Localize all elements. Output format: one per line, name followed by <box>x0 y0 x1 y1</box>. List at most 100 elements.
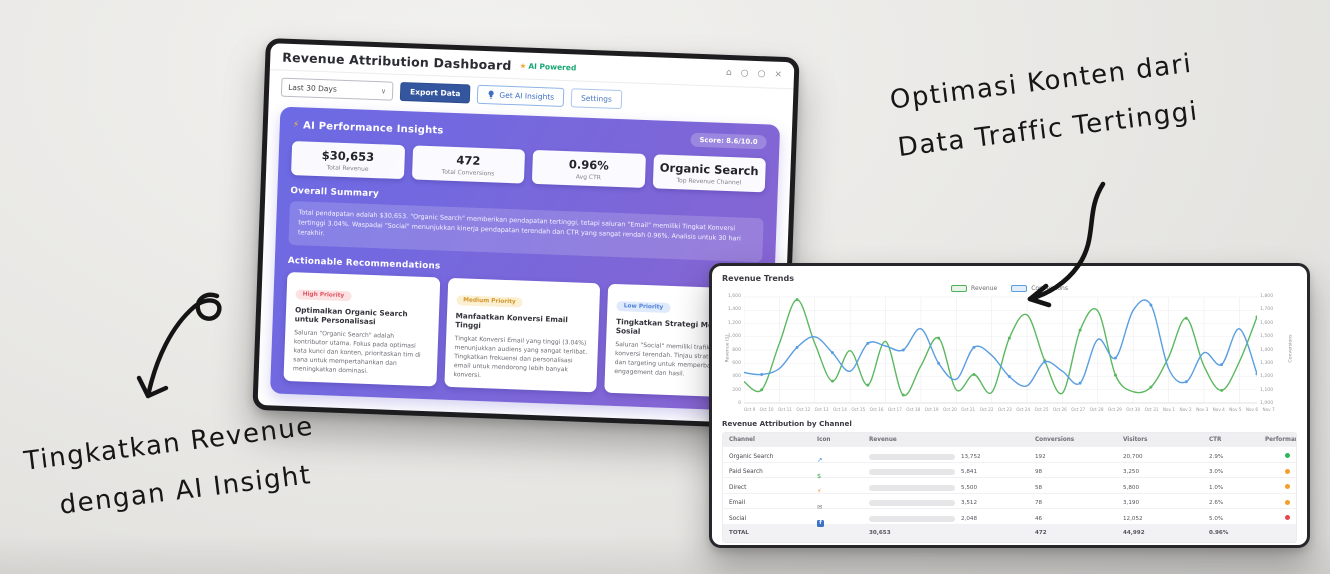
ctr-value: 3.0% <box>1209 469 1224 475</box>
conversions-value: 58 <box>1035 484 1043 491</box>
revenue-trends-chart[interactable] <box>744 294 1257 406</box>
table-row[interactable]: Organic Search ↗ 13,752 192 20,700 2.9% <box>723 447 1296 463</box>
metric-label: Top Revenue Channel <box>676 177 742 187</box>
performance-dot <box>1285 499 1290 505</box>
date-range-select[interactable]: Last 30 Days ∨ <box>280 77 394 101</box>
column-header[interactable]: CTR <box>1209 436 1222 443</box>
y-tick: 800 <box>732 347 741 353</box>
dashboard-frame: Revenue Attribution Dashboard ★ AI Powere… <box>252 38 800 430</box>
y-tick: 1,000 <box>1260 401 1274 406</box>
revenue-bar <box>869 515 955 522</box>
dashboard-title: Revenue Attribution Dashboard <box>282 49 512 74</box>
x-tick: Oct 18 <box>906 407 921 412</box>
priority-badge: Low Priority <box>616 300 671 313</box>
x-tick: Nov 3 <box>1196 407 1209 412</box>
table-row[interactable]: Email ✉ 3,512 78 3,190 2.6% <box>723 493 1296 511</box>
window-control-icon[interactable]: ○ <box>757 69 766 80</box>
ai-panel-title: AI Performance Insights <box>302 119 444 137</box>
x-tick: Oct 20 <box>942 407 957 412</box>
left-axis-ticks: 1,600 1,400 1,200 1,000 800 600 400 200 0 <box>722 294 744 406</box>
x-tick: Nov 1 <box>1162 407 1176 412</box>
ctr-value: 2.9% <box>1209 453 1224 460</box>
x-tick: Oct 16 <box>869 407 884 412</box>
metric-value: 0.96% <box>568 157 610 173</box>
x-tick: Oct 10 <box>759 407 774 412</box>
revenue-value: 2,048 <box>961 515 978 522</box>
window-control-icon[interactable]: ○ <box>740 68 749 79</box>
legend-item[interactable]: Revenue <box>951 285 997 292</box>
x-tick: Nov 4 <box>1212 407 1225 412</box>
x-tick: Oct 19 <box>924 407 939 412</box>
revenue-bar <box>869 484 955 491</box>
total-conversions: 472 <box>1035 530 1047 536</box>
total-revenue: 30,653 <box>869 530 891 536</box>
x-tick: Oct 25 <box>1034 407 1049 412</box>
export-data-button[interactable]: Export Data <box>399 81 471 104</box>
lightbulb-icon <box>488 90 494 99</box>
metric-label: Avg CTR <box>575 173 601 182</box>
table-row[interactable]: Social f 2,048 46 12,052 5.0% <box>723 509 1296 527</box>
settings-button[interactable]: Settings <box>570 88 623 110</box>
total-visitors: 44,992 <box>1123 530 1145 536</box>
metric-value: $30,653 <box>321 148 375 165</box>
get-ai-insights-label: Get AI Insights <box>499 90 555 102</box>
performance-dot <box>1285 468 1290 474</box>
y-tick: 400 <box>732 374 741 380</box>
conversions-value: 192 <box>1035 453 1046 460</box>
column-header[interactable]: Conversions <box>1035 436 1075 443</box>
metric-card: Organic Search Top Revenue Channel <box>652 154 766 193</box>
revenue-bar <box>869 500 955 506</box>
y-tick: 600 <box>732 360 741 366</box>
recommendation-body: Saluran "Organic Search" adalah kontribu… <box>292 328 421 376</box>
chart-legend: Revenue Conversions <box>722 285 1297 292</box>
chart-title: Revenue Trends <box>722 274 794 283</box>
channel-name: Social <box>729 515 747 522</box>
star-icon: ★ <box>519 61 527 71</box>
curved-arrow-left <box>136 292 222 399</box>
x-tick: Oct 17 <box>887 407 902 412</box>
y-tick: 1,000 <box>727 334 741 340</box>
column-header[interactable]: Revenue <box>869 436 897 443</box>
table-row[interactable]: Direct ⚡ 5,500 58 5,800 1.0% <box>723 478 1296 494</box>
legend-item[interactable]: Conversions <box>1011 285 1068 292</box>
recommendation-card: Medium Priority Manfaatkan Konversi Emai… <box>443 277 601 393</box>
left-axis-label: Revenue ($) <box>725 334 731 363</box>
channel-name: Organic Search <box>729 453 774 460</box>
y-tick: 1,800 <box>1260 294 1274 299</box>
visitors-value: 3,250 <box>1123 469 1140 475</box>
right-axis-ticks: 1,800 1,700 1,600 1,500 1,400 1,300 1,200 1,100… <box>1257 294 1279 406</box>
y-tick: 1,600 <box>727 294 741 299</box>
channel-icon: $ <box>817 471 822 480</box>
get-ai-insights-button[interactable]: Get AI Insights <box>477 84 565 107</box>
total-ctr: 0.96% <box>1209 530 1229 536</box>
window-control-icon[interactable]: × <box>774 69 783 80</box>
channel-name: Paid Search <box>729 469 763 475</box>
window-control-icon[interactable]: ⌂ <box>725 67 732 79</box>
x-tick: Oct 14 <box>832 407 847 412</box>
ai-score-badge: Score: 8.6/10.0 <box>690 132 767 150</box>
column-header[interactable]: Channel <box>729 436 755 443</box>
metric-label: Total Revenue <box>326 164 369 173</box>
y-tick: 1,100 <box>1260 387 1274 393</box>
metric-value: 472 <box>456 153 481 168</box>
conversions-value: 46 <box>1035 515 1043 522</box>
x-tick: Oct 31 <box>1144 407 1159 412</box>
annotation-bottom-left: Tingkatkan Revenue dengan AI Insight <box>22 411 316 521</box>
y-tick: 1,400 <box>727 307 741 313</box>
x-tick: Oct 11 <box>778 407 792 412</box>
priority-badge: High Priority <box>295 289 352 302</box>
ctr-value: 1.0% <box>1209 484 1224 491</box>
performance-dot <box>1285 515 1290 520</box>
x-tick: Oct 15 <box>851 407 866 412</box>
channel-icon: ✉ <box>817 502 823 511</box>
chevron-down-icon: ∨ <box>380 86 387 95</box>
x-tick: Oct 21 <box>961 407 976 412</box>
column-header[interactable]: Performance <box>1265 436 1296 443</box>
channel-icon: ↗ <box>817 456 823 464</box>
table-row[interactable]: Paid Search $ 5,841 98 3,250 3.0% <box>723 462 1296 480</box>
x-tick: Nov 6 <box>1245 407 1259 412</box>
column-header[interactable]: Icon <box>817 436 831 443</box>
column-header[interactable]: Visitors <box>1123 436 1148 443</box>
visitors-value: 5,800 <box>1123 484 1140 491</box>
ai-performance-panel: ⚡ AI Performance Insights Score: 8.6/10.… <box>269 106 781 413</box>
